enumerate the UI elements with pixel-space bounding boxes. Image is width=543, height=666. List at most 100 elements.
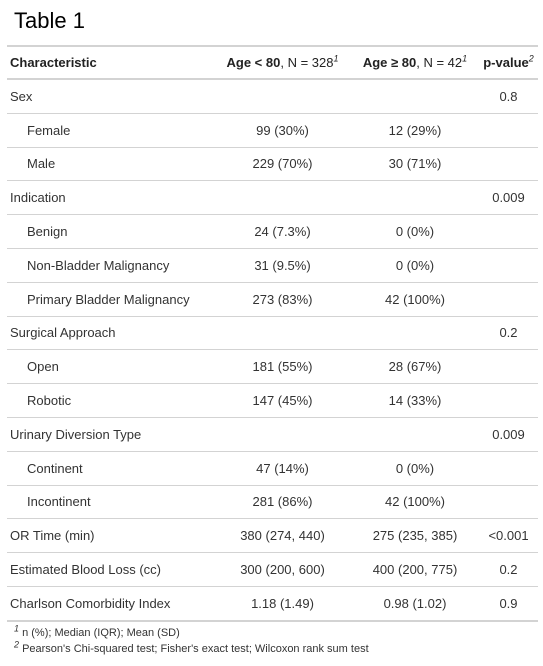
table-body: Sex 0.8 Female 99 (30%) 12 (29%) Male 229 (70%… [7, 79, 538, 622]
table-footnotes: 1 n (%); Median (IQR); Mean (SD) 2 Pears… [7, 623, 538, 657]
cell-age-under-80: 31 (9.5%) [214, 248, 351, 283]
cell-p-value: 0.2 [479, 552, 538, 587]
cell-p-value [479, 147, 538, 182]
row-label: Incontinent [7, 485, 214, 520]
cell-age-under-80: 380 (274, 440) [214, 518, 351, 554]
cell-age-80-plus: 42 (100%) [351, 282, 479, 317]
cell-age-80-plus [351, 180, 479, 216]
row-label: Benign [7, 214, 214, 249]
table-row: OR Time (min) 380 (274, 440) 275 (235, 385… [7, 518, 538, 554]
cell-age-80-plus: 400 (200, 775) [351, 552, 479, 587]
cell-age-under-80: 24 (7.3%) [214, 214, 351, 249]
cell-p-value: 0.009 [479, 180, 538, 216]
footnote-2: 2 Pearson's Chi-squared test; Fisher's e… [14, 639, 538, 657]
header-group1-footnote-mark: 1 [333, 53, 339, 64]
table-row: Open 181 (55%) 28 (67%) [7, 349, 538, 385]
table-row: Continent 47 (14%) 0 (0%) [7, 451, 538, 486]
cell-age-under-80 [214, 316, 351, 351]
row-label: Estimated Blood Loss (cc) [7, 552, 214, 587]
row-label: Surgical Approach [7, 316, 214, 351]
header-group2-bold: Age ≥ 80 [362, 55, 417, 70]
cell-age-80-plus: 275 (235, 385) [351, 518, 479, 554]
cell-p-value [479, 451, 538, 486]
cell-age-80-plus: 0 (0%) [351, 451, 479, 486]
footnote-1-mark: 1 [14, 623, 20, 634]
cell-age-under-80: 1.18 (1.49) [214, 586, 351, 622]
footnote-2-text: Pearson's Chi-squared test; Fisher's exa… [19, 642, 369, 655]
footnote-2-mark: 2 [14, 639, 20, 650]
header-group1-n: , N = 328 [280, 55, 334, 70]
row-label: Male [7, 147, 214, 182]
table-row: Sex 0.8 [7, 79, 538, 114]
cell-age-under-80: 147 (45%) [214, 383, 351, 418]
table-row: Non-Bladder Malignancy 31 (9.5%) 0 (0%) [7, 248, 538, 283]
header-group1-bold: Age < 80 [226, 55, 281, 70]
table-row: Benign 24 (7.3%) 0 (0%) [7, 214, 538, 249]
header-pvalue-bold: p-value [483, 55, 529, 70]
cell-age-under-80: 47 (14%) [214, 451, 351, 486]
table-title: Table 1 [14, 8, 85, 33]
row-label: Urinary Diversion Type [7, 417, 214, 452]
header-group-age-under-80: Age < 80, N = 3281 [214, 45, 351, 80]
cell-age-80-plus: 28 (67%) [351, 349, 479, 385]
row-label: Female [7, 113, 214, 148]
cell-age-80-plus: 12 (29%) [351, 113, 479, 148]
header-group2-n: , N = 42 [416, 55, 463, 70]
footnote-1-text: n (%); Median (IQR); Mean (SD) [19, 626, 180, 639]
header-pvalue-footnote-mark: 2 [528, 53, 534, 64]
cell-p-value: 0.9 [479, 586, 538, 622]
cell-age-80-plus: 0 (0%) [351, 214, 479, 249]
cell-age-under-80: 281 (86%) [214, 485, 351, 520]
cell-age-under-80 [214, 417, 351, 452]
row-label: Charlson Comorbidity Index [7, 586, 214, 622]
summary-table: Characteristic Age < 80, N = 3281 Age ≥ … [7, 45, 538, 622]
footnote-1: 1 n (%); Median (IQR); Mean (SD) [14, 623, 538, 641]
table-row: Robotic 147 (45%) 14 (33%) [7, 383, 538, 418]
cell-p-value [479, 248, 538, 283]
cell-age-80-plus [351, 316, 479, 351]
header-characteristic: Characteristic [7, 45, 214, 80]
cell-p-value: 0.009 [479, 417, 538, 452]
cell-age-80-plus: 0.98 (1.02) [351, 586, 479, 622]
row-label: OR Time (min) [7, 518, 214, 554]
row-label: Primary Bladder Malignancy [7, 282, 214, 317]
header-group-age-80-plus: Age ≥ 80, N = 421 [351, 45, 479, 80]
table-row: Male 229 (70%) 30 (71%) [7, 147, 538, 182]
cell-p-value [479, 349, 538, 385]
cell-p-value [479, 485, 538, 520]
cell-age-under-80: 273 (83%) [214, 282, 351, 317]
cell-age-under-80 [214, 79, 351, 114]
table-row: Primary Bladder Malignancy 273 (83%) 42 (1… [7, 282, 538, 317]
cell-p-value: 0.2 [479, 316, 538, 351]
cell-p-value [479, 383, 538, 418]
cell-p-value: <0.001 [479, 518, 538, 554]
cell-age-80-plus: 0 (0%) [351, 248, 479, 283]
cell-age-80-plus [351, 79, 479, 114]
summary-table-container: Characteristic Age < 80, N = 3281 Age ≥ … [7, 45, 538, 657]
cell-p-value [479, 282, 538, 317]
row-label: Sex [7, 79, 214, 114]
cell-age-80-plus: 14 (33%) [351, 383, 479, 418]
row-label: Open [7, 349, 214, 385]
table-row: Urinary Diversion Type 0.009 [7, 417, 538, 452]
cell-age-under-80 [214, 180, 351, 216]
table-row: Female 99 (30%) 12 (29%) [7, 113, 538, 148]
table-row: Estimated Blood Loss (cc) 300 (200, 600) 4… [7, 552, 538, 587]
cell-age-80-plus [351, 417, 479, 452]
cell-p-value: 0.8 [479, 79, 538, 114]
row-label: Non-Bladder Malignancy [7, 248, 214, 283]
cell-age-80-plus: 30 (71%) [351, 147, 479, 182]
cell-age-under-80: 229 (70%) [214, 147, 351, 182]
cell-age-under-80: 99 (30%) [214, 113, 351, 148]
table-row: Indication 0.009 [7, 180, 538, 216]
table-row: Incontinent 281 (86%) 42 (100%) [7, 485, 538, 520]
cell-age-under-80: 300 (200, 600) [214, 552, 351, 587]
header-p-value: p-value2 [479, 45, 538, 80]
cell-p-value [479, 113, 538, 148]
table-row: Surgical Approach 0.2 [7, 316, 538, 351]
row-label: Indication [7, 180, 214, 216]
table-row: Charlson Comorbidity Index 1.18 (1.49) 0.9… [7, 586, 538, 622]
cell-age-80-plus: 42 (100%) [351, 485, 479, 520]
cell-age-under-80: 181 (55%) [214, 349, 351, 385]
row-label: Robotic [7, 383, 214, 418]
